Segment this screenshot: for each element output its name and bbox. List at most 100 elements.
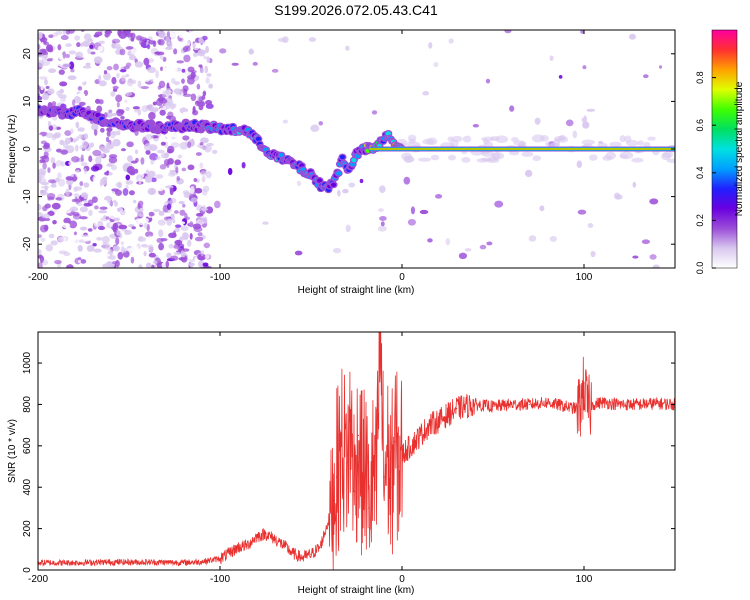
noise-blob	[92, 183, 101, 192]
noise-blob	[116, 230, 122, 236]
noise-blob	[60, 149, 69, 155]
noise-blob	[153, 208, 161, 212]
y-tick-label: 200	[22, 520, 33, 537]
noise-blob	[107, 172, 113, 176]
noise-blob	[60, 35, 69, 41]
noise-blob	[87, 69, 92, 76]
noise-blob	[111, 130, 121, 136]
noise-blob	[38, 43, 41, 51]
noise-blob	[73, 193, 80, 198]
noise-blob	[128, 190, 135, 196]
noise-blob	[150, 177, 157, 183]
noise-blob	[78, 134, 84, 139]
noise-blob	[101, 235, 110, 244]
noise-blob	[166, 53, 173, 59]
noise-blob	[61, 222, 71, 229]
noise-blob	[190, 197, 198, 203]
noise-blob	[38, 254, 43, 259]
noise-blob	[419, 209, 429, 215]
noise-blob	[52, 162, 56, 169]
noise-blob	[165, 115, 172, 120]
noise-blob	[203, 216, 208, 224]
noise-blob	[117, 251, 124, 260]
noise-blob	[171, 57, 178, 64]
noise-blob	[194, 236, 204, 242]
noise-blob	[88, 155, 93, 163]
noise-blob	[68, 50, 77, 55]
noise-blob	[118, 31, 127, 39]
noise-blob	[660, 168, 666, 173]
noise-blob	[407, 218, 416, 226]
noise-blob	[174, 224, 182, 228]
noise-blob	[169, 187, 174, 196]
noise-blob	[434, 194, 443, 199]
noise-blob	[42, 162, 47, 170]
noise-blob	[404, 69, 408, 77]
noise-blob	[68, 160, 74, 166]
noise-blob	[72, 212, 80, 217]
ridge-point	[336, 171, 342, 176]
noise-blob	[94, 98, 101, 104]
noise-blob	[44, 78, 48, 86]
noise-blob	[38, 59, 45, 68]
noise-blob	[167, 157, 174, 165]
snr-point	[357, 434, 359, 437]
noise-blob	[160, 152, 169, 159]
noise-blob	[115, 237, 120, 246]
noise-blob	[208, 83, 214, 89]
snr-panel: -200 -100 0 100 0 200 400 600 800 1000 Height of…	[7, 331, 676, 596]
noise-blob	[69, 170, 75, 178]
ridge-point	[385, 131, 391, 136]
noise-blob	[145, 149, 151, 155]
snr-point	[219, 558, 221, 560]
noise-blob	[40, 181, 50, 186]
noise-blob	[185, 40, 191, 46]
colorbar-tick-label: 0.6	[695, 119, 705, 132]
tone-band	[369, 148, 675, 150]
y-tick-label: 0	[22, 567, 33, 573]
noise-blob	[148, 40, 156, 45]
spectrogram-y-axis-label: Frequency (Hz)	[7, 115, 18, 184]
snr-point	[446, 414, 449, 416]
noise-blob	[197, 232, 203, 237]
snr-point	[401, 453, 403, 455]
noise-blob	[51, 101, 57, 107]
noise-blob	[379, 216, 387, 221]
noise-blob	[103, 70, 108, 75]
noise-blob	[82, 42, 91, 47]
noise-blob	[641, 239, 651, 245]
noise-blob	[271, 68, 279, 73]
noise-blob	[408, 138, 416, 144]
noise-blob	[108, 200, 113, 206]
noise-blob	[296, 180, 302, 187]
noise-blob	[76, 42, 81, 48]
noise-blob	[115, 94, 123, 103]
noise-blob	[68, 61, 75, 70]
noise-blob	[458, 47, 464, 52]
noise-blob	[173, 48, 178, 55]
colorbar: 0.0 0.2 0.4 0.6 0.8 Normalized spectral ampl…	[695, 29, 745, 274]
noise-blob	[161, 262, 166, 268]
snr-point	[328, 517, 330, 519]
noise-blob	[143, 77, 150, 82]
noise-blob	[62, 30, 67, 36]
noise-blob	[462, 135, 472, 143]
noise-blob	[156, 186, 164, 192]
noise-blob	[125, 196, 131, 201]
noise-blob	[47, 46, 54, 53]
noise-blob	[76, 92, 86, 98]
noise-blob	[43, 192, 49, 196]
noise-blob	[90, 165, 100, 172]
noise-blob	[63, 205, 73, 214]
noise-blob	[48, 34, 54, 39]
noise-blob	[48, 68, 57, 74]
noise-blob	[609, 141, 622, 147]
noise-blob	[113, 199, 117, 204]
noise-blob	[450, 139, 459, 148]
noise-blob	[528, 235, 537, 242]
noise-blob	[83, 236, 91, 242]
noise-blob	[75, 51, 84, 59]
noise-blob	[46, 192, 56, 200]
snr-point	[237, 546, 239, 548]
snr-x-axis-label: Height of straight line (km)	[298, 585, 415, 596]
